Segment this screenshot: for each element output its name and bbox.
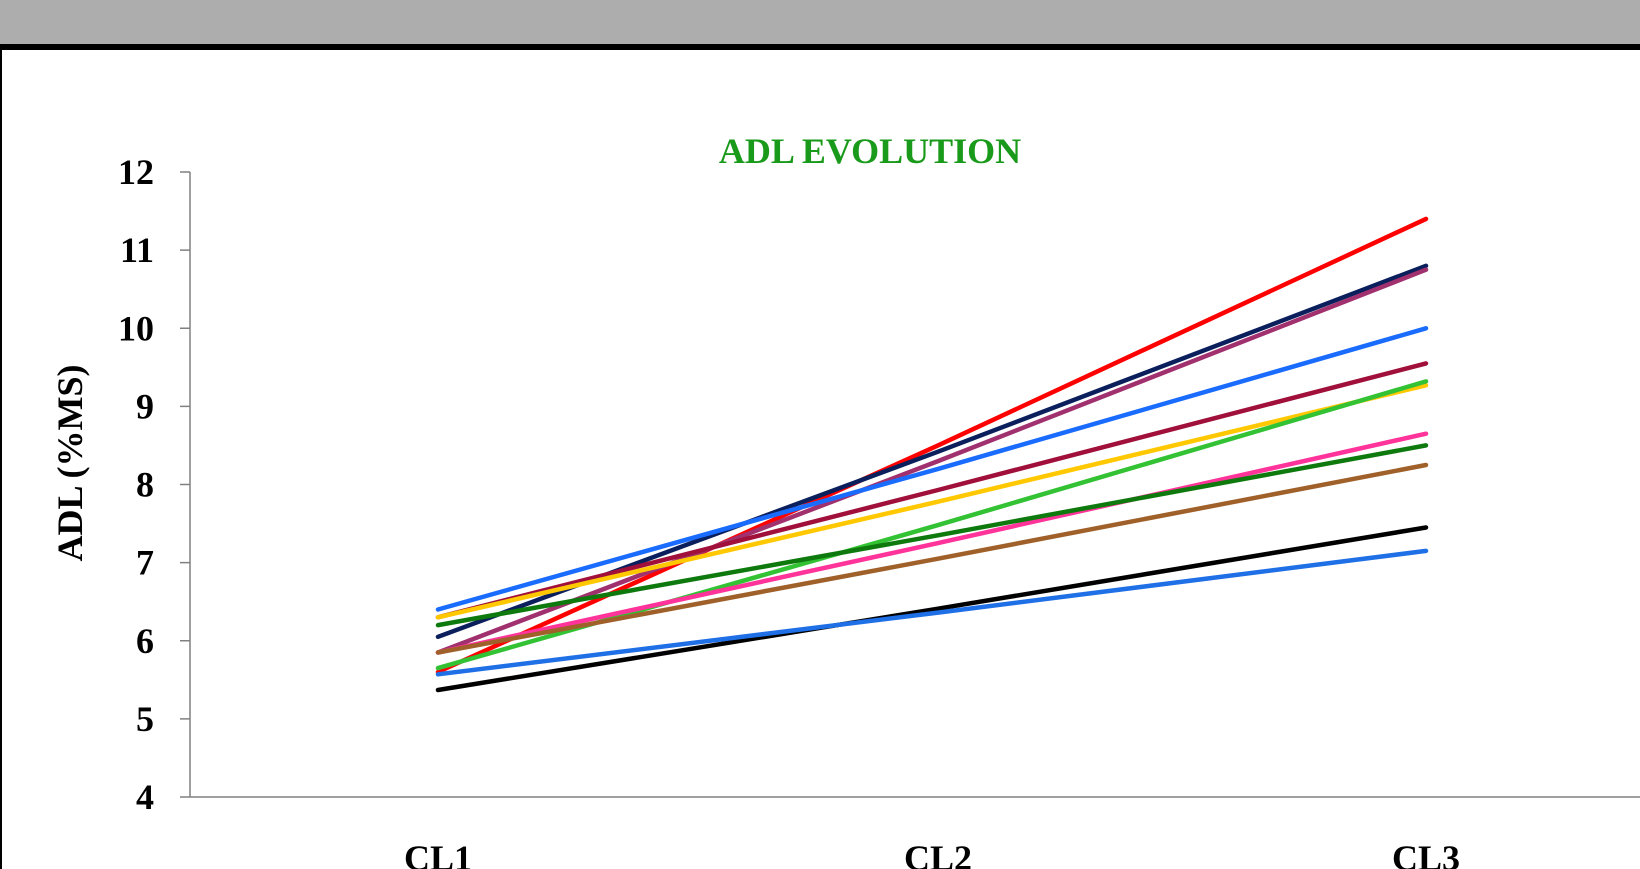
series-line <box>435 548 1429 677</box>
series-line <box>435 361 1429 620</box>
series-line <box>435 326 1429 612</box>
top-divider-line <box>0 44 1640 50</box>
y-tick-label: 6 <box>136 621 154 661</box>
y-tick-label: 10 <box>118 308 154 348</box>
y-tick-label: 12 <box>118 152 154 192</box>
y-tick-label: 4 <box>136 777 154 817</box>
chart-series <box>435 216 1429 693</box>
x-tick-label: CL3 <box>1392 838 1460 869</box>
y-tick-label: 9 <box>136 386 154 426</box>
y-tick-label: 5 <box>136 699 154 739</box>
left-frame-border <box>0 50 2 869</box>
series-line <box>435 462 1429 655</box>
x-tick-label: CL1 <box>404 838 472 869</box>
y-tick-label: 11 <box>120 230 154 270</box>
series-line <box>435 443 1429 628</box>
y-tick-label: 8 <box>136 465 154 505</box>
chart-tick-labels: 4 5 6 7 8 9 10 11 12 CL1 CL2 CL3 <box>118 152 1460 869</box>
x-tick-label: CL2 <box>904 838 972 869</box>
series-line <box>435 216 1429 675</box>
chart-title: ADL EVOLUTION <box>719 131 1021 171</box>
y-tick-label: 7 <box>136 543 154 583</box>
series-line <box>435 431 1429 655</box>
series-line <box>435 525 1429 693</box>
series-line <box>435 267 1429 655</box>
y-axis-title: ADL (%MS) <box>50 365 90 562</box>
series-line <box>435 383 1429 620</box>
top-header-band <box>0 0 1640 44</box>
chart-axes <box>180 171 1640 798</box>
